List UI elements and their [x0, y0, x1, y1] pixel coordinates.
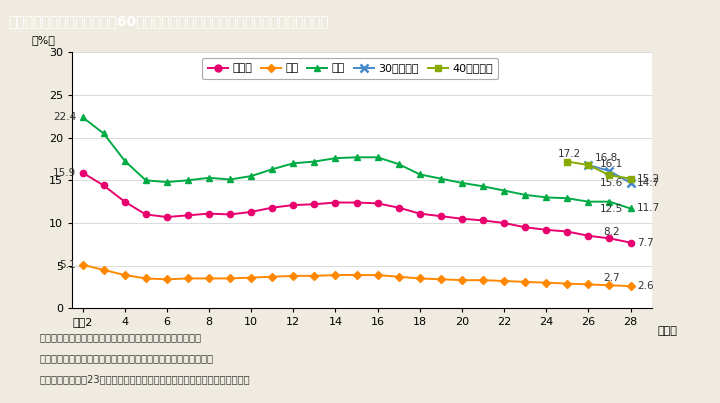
Text: （備考）１．総務省「労働力調査（基本集計）」より作成。: （備考）１．総務省「労働力調査（基本集計）」より作成。 [40, 332, 202, 343]
Text: ２．非農林業雇用者数（休業者を除く）に占める割合。: ２．非農林業雇用者数（休業者を除く）に占める割合。 [40, 353, 214, 364]
Legend: 男女計, 女性, 男性, 30歳代男性, 40歳代男性: 男女計, 女性, 男性, 30歳代男性, 40歳代男性 [202, 58, 498, 79]
Text: 22.4: 22.4 [53, 112, 76, 122]
Text: 14.7: 14.7 [637, 178, 660, 188]
Text: 7.7: 7.7 [637, 238, 654, 247]
Text: 5.1: 5.1 [60, 260, 76, 270]
Text: ３．平成23年値は，岩手県，宮城県及び福島県を除く全国の結果。: ３．平成23年値は，岩手県，宮城県及び福島県を除く全国の結果。 [40, 374, 251, 384]
Text: Ｉ－３－１図　週間就業時間60時間以上の雇用者の割合の推移（男女計，男女別）: Ｉ－３－１図 週間就業時間60時間以上の雇用者の割合の推移（男女計，男女別） [9, 14, 329, 28]
Text: 15.9: 15.9 [53, 168, 76, 178]
Text: 16.1: 16.1 [600, 159, 624, 169]
Text: （%）: （%） [32, 35, 55, 45]
Text: 16.8: 16.8 [595, 153, 618, 163]
Text: 12.5: 12.5 [600, 204, 624, 214]
Text: 8.2: 8.2 [603, 226, 620, 237]
Text: 15.6: 15.6 [600, 178, 624, 188]
Text: 11.7: 11.7 [637, 204, 660, 214]
Text: 2.7: 2.7 [603, 273, 620, 283]
Text: （年）: （年） [657, 326, 678, 336]
Text: 2.6: 2.6 [637, 281, 654, 291]
Text: 17.2: 17.2 [558, 149, 581, 159]
Text: 15.2: 15.2 [637, 174, 660, 184]
